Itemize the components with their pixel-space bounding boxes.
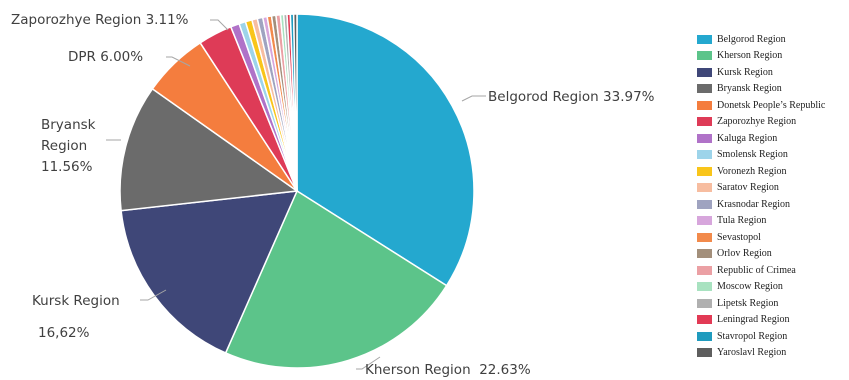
- legend-item: Krasnodar Region: [697, 196, 847, 213]
- legend-label: Orlov Region: [717, 248, 772, 260]
- legend-swatch: [697, 249, 712, 259]
- legend-item: Kherson Region: [697, 48, 847, 65]
- legend-item: Sevastopol: [697, 229, 847, 246]
- label-leader-lines: [106, 19, 486, 370]
- legend-item: Smolensk Region: [697, 147, 847, 164]
- legend-label: Zaporozhye Region: [717, 116, 797, 128]
- data-label-4: DPR 6.00%: [68, 49, 143, 65]
- legend-swatch: [697, 34, 712, 44]
- legend-swatch: [697, 67, 712, 77]
- legend-item: Saratov Region: [697, 180, 847, 197]
- data-label-3-line-2: 11.56%: [41, 159, 93, 175]
- legend-swatch: [697, 183, 712, 193]
- legend-label: Lipetsk Region: [717, 297, 779, 309]
- legend-swatch: [697, 150, 712, 160]
- data-label-0-line-0: Belgorod Region 33.97%: [488, 89, 655, 105]
- legend-label: Smolensk Region: [717, 149, 788, 161]
- legend-item: Leningrad Region: [697, 312, 847, 329]
- legend-swatch: [697, 216, 712, 226]
- legend-label: Voronezh Region: [717, 165, 787, 177]
- pie-slices: [119, 13, 475, 369]
- chart-legend: Belgorod Region Kherson Region Kursk Regio…: [697, 31, 847, 361]
- data-label-5-line-0: Zaporozhye Region 3.11%: [11, 12, 189, 28]
- legend-item: Republic of Crimea: [697, 262, 847, 279]
- data-label-3-line-1: Region: [41, 138, 87, 154]
- legend-label: Leningrad Region: [717, 314, 790, 326]
- legend-label: Sevastopol: [717, 231, 761, 243]
- leader-line-1: [356, 356, 381, 370]
- legend-label: Republic of Crimea: [717, 264, 796, 276]
- legend-swatch: [697, 51, 712, 61]
- leader-line-4: [166, 56, 191, 67]
- legend-label: Bryansk Region: [717, 83, 782, 95]
- legend-label: Stavropol Region: [717, 330, 788, 342]
- data-label-1: Kherson Region 22.63%: [365, 362, 531, 378]
- legend-swatch: [697, 166, 712, 176]
- legend-item: Moscow Region: [697, 279, 847, 296]
- legend-swatch: [697, 84, 712, 94]
- legend-item: Tula Region: [697, 213, 847, 230]
- pie-slice-kherson-region: [224, 189, 448, 369]
- data-label-0: Belgorod Region 33.97%: [488, 89, 655, 105]
- pie-slice-belgorod-region: [296, 13, 475, 287]
- data-label-5: Zaporozhye Region 3.11%: [11, 12, 189, 28]
- legend-label: Krasnodar Region: [717, 198, 791, 210]
- legend-label: Kaluga Region: [717, 132, 778, 144]
- legend-label: Kursk Region: [717, 66, 773, 78]
- data-label-2-line-0: Kursk Region: [32, 293, 120, 309]
- legend-swatch: [697, 298, 712, 308]
- legend-swatch: [697, 282, 712, 292]
- legend-item: Belgorod Region: [697, 31, 847, 48]
- legend-swatch: [697, 265, 712, 275]
- pie-slice-yaroslavl-region: [292, 13, 298, 192]
- leader-line-0: [461, 95, 486, 102]
- legend-label: Kherson Region: [717, 50, 783, 62]
- legend-label: Yaroslavl Region: [717, 347, 787, 359]
- legend-item: Voronezh Region: [697, 163, 847, 180]
- pie-slice-bryansk-region: [119, 87, 300, 212]
- data-label-2-line-1: 16,62%: [38, 325, 90, 341]
- legend-label: Belgorod Region: [717, 33, 786, 45]
- pie-slice-kursk-region: [120, 190, 299, 354]
- legend-swatch: [697, 117, 712, 127]
- data-label-2: Kursk Region 16,62%: [32, 293, 120, 341]
- legend-swatch: [697, 348, 712, 358]
- legend-item: Stavropol Region: [697, 328, 847, 345]
- legend-label: Tula Region: [717, 215, 767, 227]
- legend-item: Kursk Region: [697, 64, 847, 81]
- legend-item: Lipetsk Region: [697, 295, 847, 312]
- slice-labels: Belgorod Region 33.97% Kherson Region 22.…: [11, 12, 655, 378]
- legend-item: Bryansk Region: [697, 81, 847, 98]
- leader-line-5: [210, 19, 229, 31]
- legend-swatch: [697, 315, 712, 325]
- data-label-4-line-0: DPR 6.00%: [68, 49, 143, 65]
- data-label-3: Bryansk Region 11.56%: [41, 117, 96, 175]
- legend-item: Donetsk People’s Republic: [697, 97, 847, 114]
- leader-line-2: [140, 289, 167, 301]
- legend-label: Saratov Region: [717, 182, 779, 194]
- legend-item: Kaluga Region: [697, 130, 847, 147]
- legend-swatch: [697, 100, 712, 110]
- legend-item: Orlov Region: [697, 246, 847, 263]
- data-label-3-line-0: Bryansk: [41, 117, 96, 133]
- legend-swatch: [697, 133, 712, 143]
- legend-swatch: [697, 232, 712, 242]
- legend-swatch: [697, 199, 712, 209]
- legend-swatch: [697, 331, 712, 341]
- legend-item: Yaroslavl Region: [697, 345, 847, 362]
- legend-label: Donetsk People’s Republic: [717, 99, 826, 111]
- data-label-1-line-0: Kherson Region 22.63%: [365, 362, 531, 378]
- legend-item: Zaporozhye Region: [697, 114, 847, 131]
- legend-label: Moscow Region: [717, 281, 783, 293]
